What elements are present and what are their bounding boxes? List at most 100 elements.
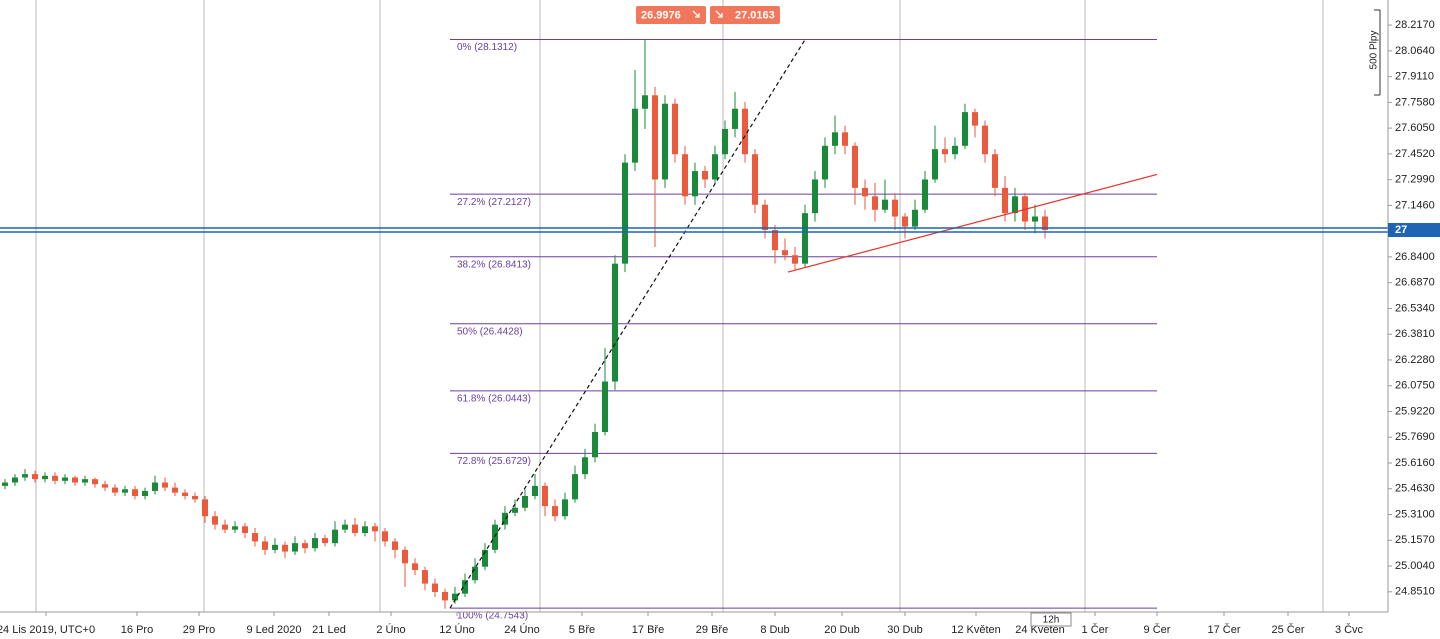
- y-tick-label: 26.6870: [1395, 277, 1435, 289]
- candle-body: [92, 479, 98, 485]
- x-tick-label: 25 Čer: [1271, 623, 1304, 636]
- candle-body: [522, 495, 528, 508]
- candle-body: [502, 512, 508, 525]
- candle-body: [682, 154, 688, 197]
- candle-body: [382, 531, 388, 542]
- candle-body: [802, 213, 808, 264]
- candle-body: [782, 250, 788, 256]
- sell-price[interactable]: 26.9976: [641, 9, 681, 21]
- y-tick-label: 26.0750: [1395, 380, 1435, 392]
- buy-button[interactable]: 27.0163: [710, 6, 780, 24]
- candle-body: [892, 199, 898, 217]
- candle-body: [202, 499, 208, 517]
- candle-body: [602, 381, 608, 433]
- candle-body: [292, 543, 298, 552]
- trendline: [787, 173, 1158, 273]
- candle-body: [72, 477, 78, 483]
- candle-body: [852, 145, 858, 188]
- candle-body: [22, 474, 28, 478]
- candle-body: [372, 526, 378, 532]
- y-tick-label: 27.7580: [1395, 96, 1435, 108]
- x-tick-label: 9 Led 2020: [246, 624, 301, 636]
- candle-body: [162, 482, 168, 488]
- fib-label: 50% (26.4428): [457, 326, 523, 337]
- candle-body: [832, 132, 838, 146]
- candle-body: [632, 108, 638, 163]
- candle-body: [102, 484, 108, 488]
- candle-body: [342, 524, 348, 530]
- x-tick-label: 24 Úno: [504, 623, 539, 636]
- x-tick-label: 24 Lis 2019, UTC+0: [0, 624, 95, 636]
- candle-body: [322, 538, 328, 544]
- candle-body: [512, 507, 518, 513]
- candle-body: [232, 526, 238, 530]
- candle-body: [552, 506, 558, 517]
- y-tick-label: 25.7690: [1395, 431, 1435, 443]
- candle-body: [572, 474, 578, 500]
- x-tick-label: 17 Bře: [632, 624, 664, 636]
- candle-body: [282, 544, 288, 552]
- candle-body: [672, 103, 678, 155]
- candle-body: [422, 570, 428, 584]
- candle-body: [1032, 216, 1038, 222]
- arrow-icon: [692, 10, 700, 18]
- candle-body: [52, 475, 58, 481]
- candle-body: [952, 145, 958, 155]
- candle-body: [532, 485, 538, 496]
- y-tick-label: 25.9220: [1395, 405, 1435, 417]
- sell-box[interactable]: [636, 6, 706, 24]
- candle-body: [562, 499, 568, 517]
- candle-body: [1012, 196, 1018, 214]
- candle-body: [172, 487, 178, 493]
- candle-body: [612, 263, 618, 382]
- candle-body: [472, 566, 478, 581]
- candle-body: [992, 154, 998, 188]
- y-tick-label: 26.3810: [1395, 328, 1435, 340]
- buy-price[interactable]: 27.0163: [735, 9, 775, 21]
- candle-body: [642, 95, 648, 109]
- x-tick-label: 30 Dub: [887, 624, 922, 636]
- x-tick-label: 29 Pro: [183, 624, 215, 636]
- drawings: [0, 39, 1388, 609]
- candle-body: [482, 549, 488, 567]
- fib-label: 72.8% (25.6729): [457, 456, 531, 467]
- y-tick-label: 25.4630: [1395, 483, 1435, 495]
- candle-body: [872, 196, 878, 210]
- candle-body: [652, 95, 658, 180]
- fib-label: 38.2% (26.8413): [457, 259, 531, 270]
- candle-body: [662, 103, 668, 180]
- candle-body: [692, 171, 698, 197]
- candle-body: [912, 209, 918, 227]
- y-tick-label: 24.8510: [1395, 586, 1435, 598]
- buy-box[interactable]: [710, 6, 780, 24]
- candle-body: [272, 544, 278, 550]
- timeframe[interactable]: 12h: [1043, 615, 1060, 626]
- candle-body: [352, 524, 358, 534]
- candle-body: [32, 474, 38, 480]
- candle-body: [882, 199, 888, 210]
- x-tick-label: 21 Led: [312, 624, 346, 636]
- y-tick-label: 26.5340: [1395, 302, 1435, 314]
- candle-body: [732, 108, 738, 129]
- candle-body: [332, 529, 338, 544]
- candle-body: [902, 216, 908, 227]
- fib-label: 0% (28.1312): [457, 42, 517, 53]
- axes: 28.2170 28.0640 27.9110 27.7580 27.6050 27.45…: [0, 19, 1440, 636]
- candle-body: [82, 479, 88, 483]
- timeframe-box[interactable]: [1030, 612, 1072, 627]
- candle-body: [62, 477, 68, 481]
- candle-body: [792, 255, 798, 264]
- candle-body: [192, 495, 198, 500]
- candle-body: [252, 533, 258, 542]
- candle-body: [42, 475, 48, 480]
- sell-button[interactable]: 26.9976: [636, 6, 706, 24]
- candle-body: [132, 489, 138, 496]
- candle-body: [452, 593, 458, 601]
- x-tick-label: 1 Čer: [1082, 623, 1109, 636]
- y-tick-label: 27.4520: [1395, 148, 1435, 160]
- candle-body: [752, 154, 758, 205]
- y-tick-label: 27.1460: [1395, 199, 1435, 211]
- candle-body: [302, 543, 308, 549]
